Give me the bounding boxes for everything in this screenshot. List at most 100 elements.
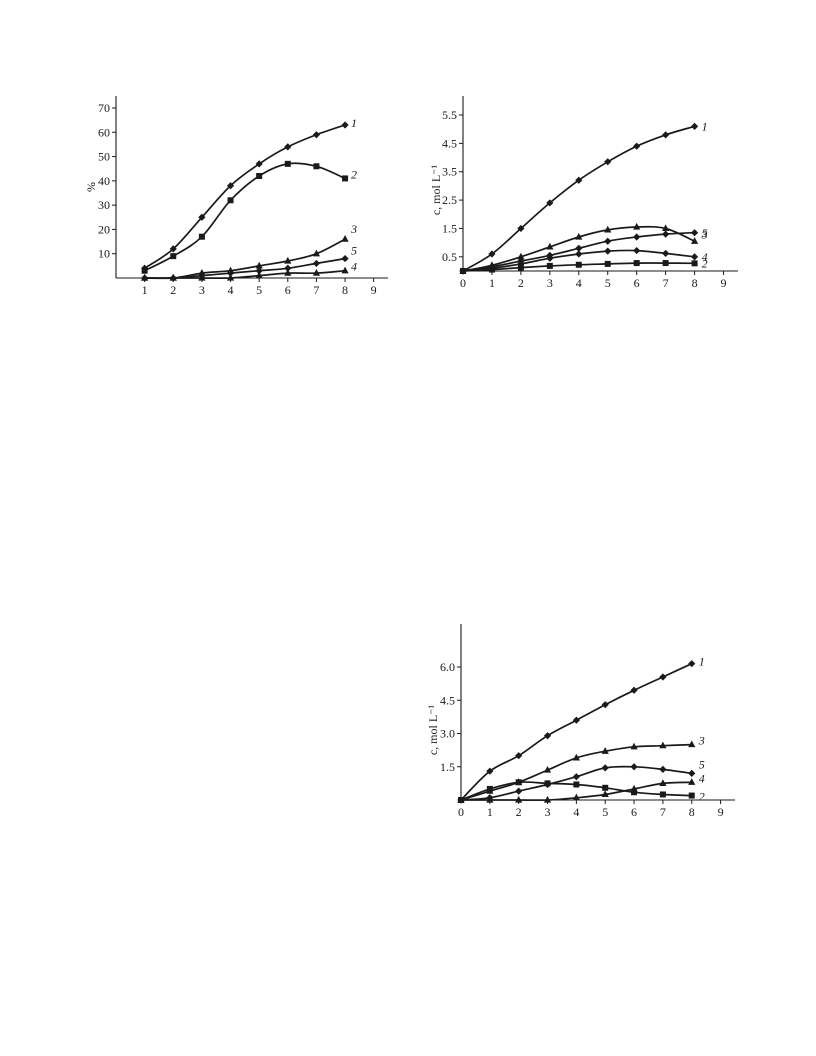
chart-1-series-3-label: 3: [350, 222, 357, 236]
chart-2-series-4-label: 4: [702, 250, 708, 264]
chart-1-series-4-label: 4: [351, 260, 357, 274]
chart-1-series-2-point: [198, 233, 205, 240]
chart-3-x-tick-label: 2: [516, 805, 522, 819]
chart-3-x-tick-label: 0: [458, 805, 464, 819]
chart-3-series-5-point: [515, 787, 523, 795]
chart-2-series-2-point: [488, 266, 495, 273]
chart-1-series-4-point: [284, 269, 292, 276]
chart-3-series-1-point: [659, 673, 667, 681]
chart-3-series-2-label: 2: [699, 790, 705, 804]
chart-1-series-1-point: [198, 213, 206, 221]
chart-1-series-3-point: [341, 235, 349, 242]
chart-3-series-3-point: [659, 741, 667, 749]
chart-2-series-1-point: [633, 142, 641, 150]
chart-3-series-3-point: [601, 747, 609, 754]
chart-1-series-4-point: [141, 273, 149, 281]
chart-1-y-tick-label: 70: [98, 101, 110, 115]
chart-1-series-2-point: [227, 197, 234, 204]
chart-1-series-1-point: [169, 245, 177, 253]
chart-3-series-2-point: [515, 779, 522, 786]
chart-3-series-5-point: [659, 765, 667, 774]
chart-1-series-5-point: [284, 264, 292, 272]
chart-3-series-2-point: [486, 785, 493, 792]
chart-3-series-2-point: [573, 781, 580, 788]
chart-2-series-5-point: [662, 224, 670, 232]
chart-2-series-3-point: [662, 230, 670, 238]
chart-3-series-2-point: [602, 784, 609, 791]
chart-3-series-1-point: [486, 767, 494, 775]
chart-1-series-5-point: [226, 269, 235, 277]
chart-2-x-tick-label: 6: [634, 276, 640, 290]
chart-2-x-tick-label: 0: [460, 276, 466, 290]
chart-2-x-tick-label: 2: [518, 276, 524, 290]
chart-2-series-3-point: [633, 233, 641, 241]
chart-1-series-4-line: [144, 269, 346, 280]
chart-1-y-axis-label: %: [84, 182, 98, 192]
chart-2-series-5-label: 5: [702, 226, 708, 240]
chart-3-series-2-point: [458, 797, 464, 803]
chart-1-series-5-point: [341, 254, 349, 263]
chart-2-y-tick-label: 5.5: [442, 108, 457, 122]
chart-3-series-5-label: 5: [699, 757, 705, 771]
chart-1-x-tick-label: 5: [256, 283, 262, 297]
chart-3-series-2-point: [659, 791, 666, 798]
chart-3-series-1-point: [601, 701, 609, 709]
chart-2-series-1-point: [517, 224, 525, 233]
chart-1-y-tick-label: 50: [98, 150, 110, 164]
chart-1-series-2-point: [284, 160, 291, 167]
chart-3-series-1-point: [630, 686, 638, 694]
chart-2-y-tick-label: 2.5: [442, 193, 457, 207]
chart-1-series-4-point: [169, 273, 177, 281]
chart-2-series-1-point: [662, 131, 670, 139]
chart-3-series-1-label: 1: [699, 655, 705, 669]
chart-3-x-tick-label: 8: [689, 805, 695, 819]
chart-3-y-tick-label: 3.0: [440, 727, 455, 741]
chart-2-series-1-point: [604, 158, 612, 166]
chart-1-series-2-label: 2: [351, 167, 357, 181]
chart-2-x-tick-label: 4: [576, 276, 582, 290]
chart-3-series-1-point: [515, 752, 523, 760]
chart-2-series-3-point: [575, 244, 583, 252]
chart-1-series-4-point: [255, 271, 263, 279]
chart-1-series-2-point: [170, 253, 177, 260]
chart-2-series-2-label: 2: [702, 256, 708, 270]
chart-3-series-5-point: [630, 763, 638, 771]
chart-3-series-2-point: [688, 792, 695, 799]
chart-1-x-tick-label: 6: [285, 283, 291, 297]
chart-3-series-5-point: [601, 764, 609, 772]
chart-2-series-2-point: [517, 264, 524, 271]
chart-2-y-tick-label: 3.5: [442, 165, 457, 179]
chart-3-y-tick-label: 1.5: [440, 760, 455, 774]
chart-3-series-2-point: [544, 780, 551, 787]
chart-2-series-3-point: [690, 229, 699, 237]
chart-1-y-tick-label: 20: [98, 222, 110, 236]
chart-3-x-tick-label: 3: [545, 805, 551, 819]
chart-1-series-1-point: [284, 143, 292, 151]
chart-2-x-tick-label: 1: [489, 276, 495, 290]
chart-2-y-axis-label: c, mol L⁻¹: [429, 164, 443, 215]
chart-1-series-1-point: [341, 121, 349, 129]
chart-3-series-3-point: [572, 753, 580, 761]
chart-2-series-5-point: [575, 232, 583, 240]
chart-1-series-4-point: [312, 269, 321, 276]
chart-1-series-2-point: [256, 173, 263, 179]
chart-1-x-tick-label: 4: [228, 283, 234, 297]
chart-2-x-tick-label: 8: [692, 276, 698, 290]
chart-3-series-4-point: [659, 779, 667, 786]
chart-1-y-tick-label: 60: [98, 125, 110, 139]
chart-1-y-tick-label: 40: [98, 174, 110, 188]
chart-3-series-3-point: [688, 740, 696, 748]
chart-2-series-5-point: [690, 237, 699, 244]
chart-1-series-2-point: [141, 267, 148, 274]
chart-3-x-tick-label: 1: [487, 805, 493, 819]
chart-3-series-4-point: [688, 778, 696, 785]
chart-3-series-1-point: [688, 660, 696, 668]
chart-2-series-2-point: [662, 260, 669, 267]
chart-1-x-tick-label: 3: [199, 283, 205, 297]
chart-1-series-2-point: [342, 175, 349, 182]
chart-2-y-tick-label: 4.5: [442, 136, 457, 150]
chart-2-series-2-point: [604, 260, 611, 267]
chart-2-series-4-point: [633, 246, 641, 255]
chart-3-series-2-point: [631, 789, 638, 796]
chart-2-x-tick-label: 3: [547, 276, 553, 290]
